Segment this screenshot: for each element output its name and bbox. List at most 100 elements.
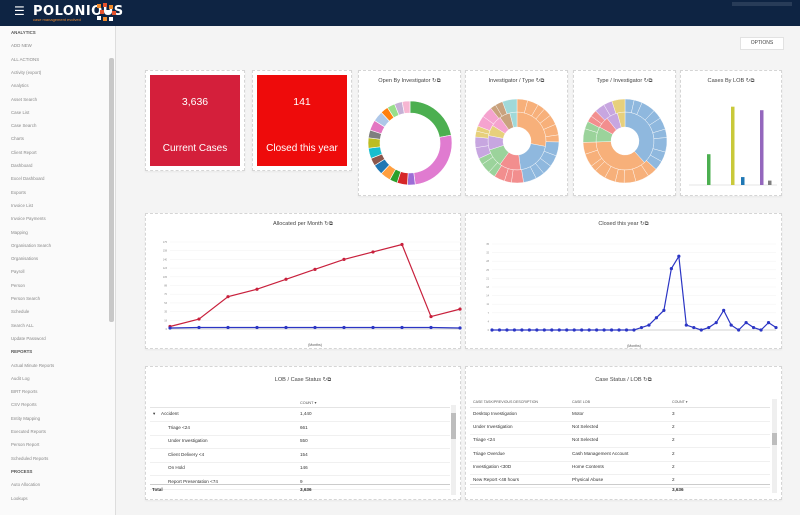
sidebar-item[interactable]: Dashboard — [11, 163, 33, 168]
table-row-label[interactable]: Report Presentation <74 — [168, 478, 218, 484]
data-point[interactable] — [699, 328, 703, 332]
sidebar-item[interactable]: Lookups — [11, 495, 28, 501]
table-row-label[interactable]: Client Delivery <4 — [168, 451, 205, 457]
data-point[interactable] — [197, 325, 201, 330]
data-point[interactable] — [371, 325, 375, 330]
data-point[interactable] — [490, 328, 494, 332]
kpi-card-closed-this-year[interactable]: 141 Closed this year — [252, 70, 352, 171]
data-point[interactable] — [602, 328, 606, 332]
data-point[interactable] — [647, 323, 651, 327]
data-point[interactable] — [313, 267, 317, 271]
data-point[interactable] — [505, 328, 509, 332]
data-point[interactable] — [535, 328, 539, 332]
bar[interactable] — [731, 106, 735, 185]
user-menu[interactable] — [732, 2, 792, 6]
data-point[interactable] — [572, 328, 576, 332]
data-point[interactable] — [168, 326, 172, 330]
data-point[interactable] — [520, 328, 524, 332]
data-point[interactable] — [654, 316, 659, 320]
data-point[interactable] — [512, 328, 517, 332]
data-point[interactable] — [580, 328, 584, 332]
sidebar-item[interactable]: Update Password — [11, 335, 46, 341]
donut-slice[interactable] — [401, 100, 411, 114]
table-row-label[interactable]: Triage <24 — [168, 424, 190, 430]
data-point[interactable] — [759, 328, 763, 332]
data-point[interactable] — [639, 325, 644, 330]
sidebar-item[interactable]: Schedule — [11, 309, 30, 315]
data-point[interactable] — [284, 325, 288, 330]
data-point[interactable] — [458, 307, 462, 311]
sidebar-item[interactable]: Asset Search — [11, 96, 38, 102]
data-point[interactable] — [766, 321, 771, 325]
options-button[interactable]: OPTIONS — [740, 37, 784, 50]
sunburst-outer-segment[interactable] — [474, 136, 489, 148]
data-point[interactable] — [624, 328, 629, 332]
data-point[interactable] — [595, 328, 599, 332]
data-point[interactable] — [737, 328, 741, 332]
sidebar-item[interactable]: Executed Reports — [11, 429, 46, 434]
data-point[interactable] — [751, 325, 756, 330]
bar[interactable] — [707, 154, 711, 185]
data-point[interactable] — [284, 277, 288, 281]
data-point[interactable] — [542, 328, 546, 332]
bar[interactable] — [768, 180, 772, 185]
column-header-count[interactable]: COUNT ▾ — [672, 400, 688, 404]
table-row-label[interactable]: Accident — [161, 411, 179, 416]
kpi-card-current-cases[interactable]: 3,636 Current Cases — [145, 70, 245, 171]
data-point[interactable] — [662, 308, 666, 312]
sidebar-item[interactable]: Activity (export) — [11, 69, 42, 75]
sidebar-scrollbar[interactable] — [109, 58, 114, 322]
table-scrollbar[interactable] — [772, 399, 777, 493]
data-point[interactable] — [497, 328, 502, 332]
data-point[interactable] — [226, 295, 230, 299]
sidebar-item[interactable]: Audit Log — [11, 375, 30, 381]
data-point[interactable] — [342, 257, 346, 261]
sidebar-item[interactable]: Excel Dashboard — [11, 176, 45, 182]
data-point[interactable] — [707, 325, 711, 330]
sidebar-item[interactable]: CSV Reports — [11, 402, 37, 408]
sidebar-item[interactable]: Exports — [11, 189, 26, 195]
sidebar-item[interactable]: Person — [11, 282, 25, 288]
sidebar-item[interactable]: ALL ACTIONS — [11, 56, 40, 62]
sunburst-outer-segment[interactable] — [511, 169, 524, 184]
data-point[interactable] — [371, 250, 375, 254]
data-point[interactable] — [774, 325, 778, 330]
sidebar-item[interactable]: Person Search — [11, 296, 41, 301]
data-point[interactable] — [226, 325, 230, 330]
data-point[interactable] — [255, 325, 259, 330]
sidebar-item[interactable]: BIRT Reports — [11, 389, 38, 395]
data-point[interactable] — [632, 328, 636, 332]
table-row-label[interactable]: On Hold — [168, 465, 185, 470]
data-point[interactable] — [677, 254, 681, 258]
data-point[interactable] — [722, 308, 726, 312]
data-point[interactable] — [692, 325, 696, 330]
data-point[interactable] — [565, 328, 569, 332]
donut-slice[interactable] — [413, 134, 453, 186]
data-point[interactable] — [313, 325, 317, 330]
table-scrollbar[interactable] — [451, 405, 456, 495]
table-row-label[interactable]: Under Investigation — [168, 438, 208, 443]
donut-slice[interactable] — [407, 172, 416, 186]
sidebar-item[interactable]: Charts — [11, 136, 24, 142]
data-point[interactable] — [729, 323, 733, 327]
data-point[interactable] — [587, 328, 591, 332]
column-header-lob[interactable]: CASE LOB — [572, 400, 590, 404]
data-point[interactable] — [197, 317, 201, 321]
data-point[interactable] — [617, 328, 621, 332]
sidebar-item[interactable]: Organisations — [11, 256, 39, 262]
sidebar-item[interactable]: Actual Minute Reports — [11, 362, 55, 368]
sidebar-item[interactable]: Invoice Payments — [11, 216, 46, 222]
sidebar-item[interactable]: Case List — [11, 109, 30, 115]
sidebar-item[interactable]: Mapping — [11, 229, 28, 235]
data-point[interactable] — [669, 266, 673, 271]
sidebar-item[interactable]: Payroll — [11, 269, 25, 275]
sidebar-item[interactable]: Person Report — [11, 442, 40, 448]
column-header-count[interactable]: COUNT ▾ — [300, 401, 317, 405]
sidebar-item[interactable]: Entity Mapping — [11, 415, 41, 421]
sunburst-outer-segment[interactable] — [611, 98, 626, 114]
data-point[interactable] — [684, 323, 688, 327]
sidebar-item[interactable]: Client Report — [11, 149, 37, 155]
data-point[interactable] — [527, 328, 531, 332]
sidebar-item[interactable]: Auto Allocation — [11, 482, 41, 488]
data-point[interactable] — [744, 321, 748, 325]
